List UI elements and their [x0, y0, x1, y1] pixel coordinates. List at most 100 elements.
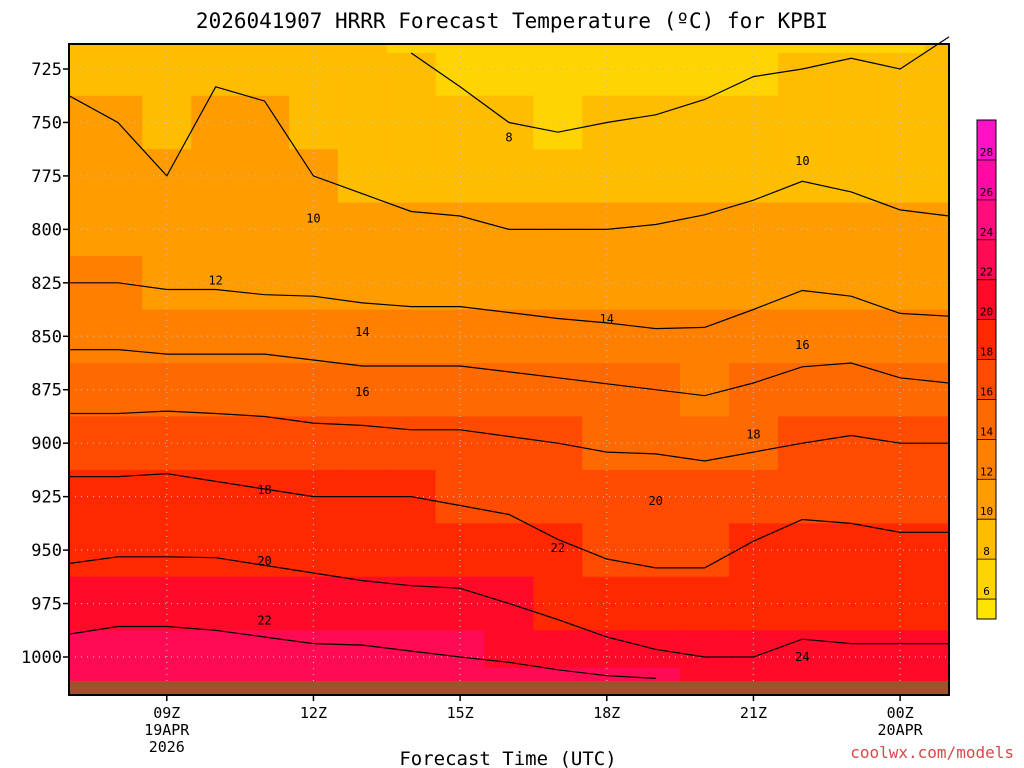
colorbar-segment — [977, 479, 996, 520]
isotherm-16c — [69, 410, 949, 462]
temperature-cell — [93, 523, 143, 578]
temperature-cell — [484, 667, 535, 682]
temperature-cell — [533, 363, 583, 418]
colorbar-segment — [977, 159, 996, 200]
x-tick-label: 18Z — [593, 704, 620, 722]
temperature-cell — [191, 202, 241, 257]
temperature-cell — [533, 576, 583, 631]
temperature-cell — [191, 256, 241, 311]
surface-ground-strip — [69, 681, 949, 695]
y-tick-label: 825 — [31, 274, 62, 294]
temperature-cell — [142, 523, 192, 578]
temperature-cell — [826, 256, 877, 311]
y-tick-label: 925 — [31, 488, 62, 508]
temperature-cell — [826, 576, 877, 631]
y-tick-label: 875 — [31, 381, 62, 401]
temperature-cell — [435, 256, 486, 311]
temperature-cell — [386, 52, 437, 97]
temperature-cell — [69, 630, 95, 669]
temperature-cell — [337, 667, 388, 682]
temperature-cell — [289, 309, 339, 364]
temperature-cell — [826, 149, 877, 204]
temperature-cell — [386, 44, 437, 54]
temperature-cell — [435, 630, 486, 669]
colorbar-tick-label: 10 — [980, 505, 993, 518]
temperature-cell — [142, 630, 192, 669]
temperature-cell — [289, 363, 339, 418]
contour-labels: 8 10 10 12 14 14 16 16 18 18 20 20 22 22 24 — [208, 130, 809, 664]
colorbar-tick-label: 8 — [983, 545, 990, 558]
temperature-cell — [631, 202, 681, 257]
temperature-cell — [93, 44, 143, 54]
temperature-cell — [582, 469, 632, 524]
temperature-cell — [729, 44, 779, 54]
temperature-cell — [191, 576, 241, 631]
temperature-cell — [289, 44, 339, 54]
temperature-cell — [875, 44, 926, 54]
temperature-cell — [435, 202, 486, 257]
x-tick-label: 15Z — [447, 704, 474, 722]
temperature-cell — [484, 44, 535, 54]
temperature-cell — [826, 667, 877, 682]
temperature-cell — [93, 363, 143, 418]
temperature-cell — [435, 44, 486, 54]
temperature-cell — [484, 363, 535, 418]
temperature-cell — [533, 256, 583, 311]
temperature-cell — [533, 95, 583, 150]
temperature-cell — [337, 576, 388, 631]
y-tick-label: 800 — [31, 220, 62, 240]
y-tick-label: 750 — [31, 113, 62, 133]
temperature-cell — [631, 667, 681, 682]
temperature-cell — [484, 149, 535, 204]
temperature-cell — [631, 44, 681, 54]
temperature-cell — [680, 52, 730, 97]
temperature-cell — [924, 52, 950, 97]
colorbar-segment — [977, 599, 996, 619]
temperature-cell — [142, 309, 192, 364]
temperature-cell — [240, 309, 290, 364]
temperature-cell — [680, 309, 730, 364]
temperature-cell — [533, 44, 583, 54]
isotherm-18c — [69, 473, 949, 569]
temperature-cell — [337, 44, 388, 54]
y-tick-label: 1000 — [21, 648, 62, 668]
contour-label: 24 — [795, 650, 809, 664]
temperature-cell — [582, 256, 632, 311]
contour-label: 22 — [551, 541, 565, 555]
temperature-cell — [631, 149, 681, 204]
temperature-cell — [582, 416, 632, 471]
temperature-cell — [69, 667, 95, 682]
temperature-cell — [93, 469, 143, 524]
temperature-cell — [680, 630, 730, 669]
temperature-cell — [924, 630, 950, 669]
colorbar-frame — [976, 119, 997, 620]
colorbar-segment — [977, 359, 996, 400]
contour-label: 22 — [257, 614, 271, 628]
temperature-cell — [875, 576, 926, 631]
temperature-cell — [777, 667, 828, 682]
contour-label: 14 — [355, 325, 369, 339]
temperature-cell — [826, 416, 877, 471]
temperature-cell — [435, 576, 486, 631]
temperature-cell — [680, 576, 730, 631]
temperature-cell — [240, 95, 290, 150]
y-tick-label: 725 — [31, 60, 62, 80]
y-tick-label: 900 — [31, 434, 62, 454]
temperature-cell — [924, 667, 950, 682]
temperature-cell — [240, 52, 290, 97]
x-tick-label: 2026 — [149, 738, 185, 756]
temperature-cell — [435, 416, 486, 471]
temperature-cell — [240, 576, 290, 631]
temperature-cell — [93, 52, 143, 97]
colorbar-tick-label: 20 — [980, 306, 993, 319]
colorbar-legend: 6 8 10 12 14 16 18 20 22 24 26 28 — [976, 119, 997, 620]
y-tick-label: 975 — [31, 595, 62, 615]
temperature-cell — [289, 523, 339, 578]
temperature-cell — [729, 630, 779, 669]
temperature-cell — [631, 576, 681, 631]
contour-label: 12 — [208, 274, 222, 288]
temperature-cell — [582, 44, 632, 54]
temperature-cell — [93, 630, 143, 669]
